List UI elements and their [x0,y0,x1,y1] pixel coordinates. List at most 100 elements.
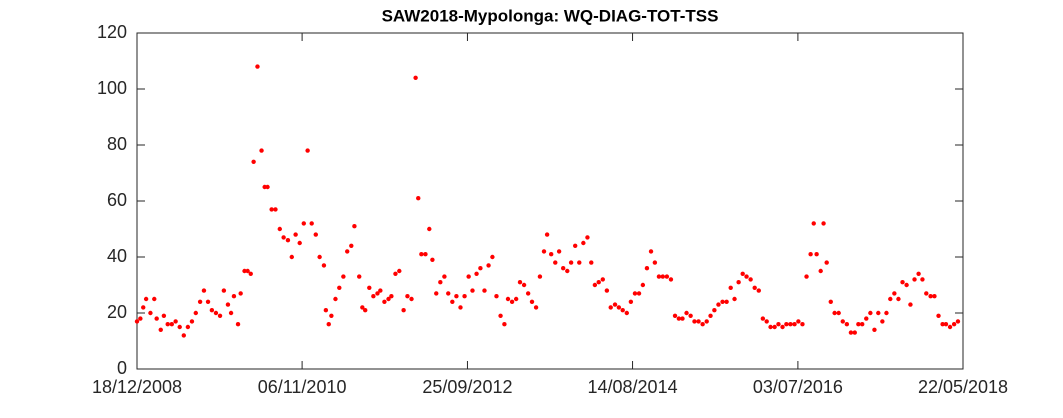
point [868,310,873,316]
point [928,294,933,299]
point [684,310,689,316]
point [856,322,861,327]
y-tick-label: 0 [117,358,127,378]
point [784,322,789,327]
point [676,316,682,321]
point [744,274,749,279]
point [251,159,256,164]
point [273,207,278,212]
point [513,296,519,302]
point [818,268,823,274]
point [804,274,809,279]
point [430,257,435,262]
point [844,322,850,327]
point [548,252,554,257]
point [872,327,877,332]
point [780,324,785,330]
point [652,260,658,265]
point [612,302,618,307]
point [704,319,709,324]
point [505,296,511,302]
point [458,305,463,310]
point [158,327,163,332]
point [245,268,250,274]
point [636,291,642,296]
point [604,288,610,293]
point [259,148,264,153]
y-tick-label: 60 [107,190,127,210]
point [608,305,613,310]
point [419,252,424,257]
x-tick-label: 03/07/2016 [753,377,843,397]
point [494,294,499,299]
point [760,316,766,321]
point [876,310,881,316]
point [165,322,170,327]
point [752,285,757,290]
point [401,308,406,313]
point [537,274,543,279]
point [768,324,773,330]
point [596,280,601,285]
point [720,299,725,304]
point [864,316,869,321]
point [161,313,167,318]
point [281,235,286,240]
point [305,148,310,153]
x-tick-label: 22/05/2018 [918,377,1008,397]
y-tick-label: 20 [107,302,127,322]
point [442,274,447,279]
point [640,282,646,288]
point [904,282,909,288]
point [228,310,234,316]
point [498,313,503,318]
point [478,266,483,271]
point [772,324,777,330]
point [197,299,203,304]
point [884,310,889,316]
point [740,271,745,276]
point [352,224,357,229]
point [732,296,737,302]
point [756,288,761,293]
point [231,294,237,299]
x-tick-label: 25/09/2012 [422,377,512,397]
point [382,299,387,304]
point [840,319,845,324]
point [628,299,634,304]
point [482,288,487,293]
point [541,249,547,254]
point [517,280,523,285]
point [796,319,801,324]
point [221,288,227,293]
point [620,308,625,313]
point [357,274,362,279]
point [225,302,231,307]
point [644,266,650,271]
point [152,296,157,302]
point [916,271,921,276]
point [748,277,753,282]
point [616,305,622,310]
point [333,296,338,302]
point [947,324,953,330]
point [345,249,350,254]
point [896,296,901,302]
point [255,64,260,69]
point [378,288,383,293]
point [848,330,854,335]
point [321,263,327,268]
point [141,305,146,310]
point [177,324,182,330]
x-tick-label: 18/12/2008 [92,377,182,397]
point [217,313,223,318]
point [238,291,243,296]
point [920,277,925,282]
point [716,302,721,307]
point [313,232,318,237]
point [193,310,198,316]
point [776,322,781,327]
point [585,235,590,240]
point [235,322,241,327]
